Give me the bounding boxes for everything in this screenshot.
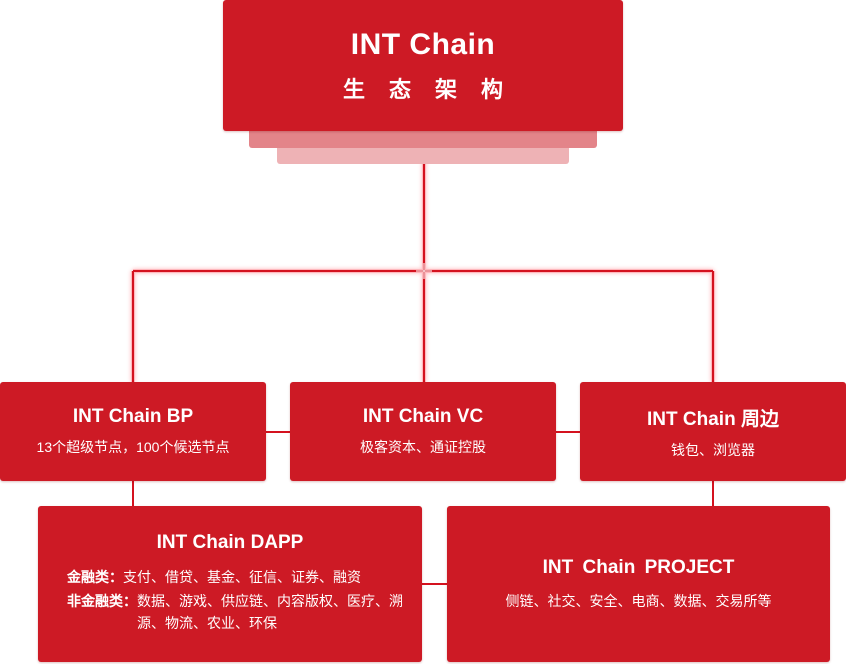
root-subtitle: 生态架构	[319, 72, 527, 104]
periphery-title: INT Chain 周边	[647, 404, 779, 431]
project-title: INT Chain PROJECT	[543, 557, 735, 579]
project-description: 侧链、社交、安全、电商、数据、交易所等	[506, 591, 772, 611]
dapp-row-value: 支付、借贷、基金、征信、证券、融资	[123, 566, 361, 588]
junction-sparkle	[416, 263, 432, 279]
project-node: INT Chain PROJECT 侧链、社交、安全、电商、数据、交易所等	[447, 506, 830, 662]
periphery-node: INT Chain 周边 钱包、浏览器	[580, 382, 846, 481]
periphery-description: 钱包、浏览器	[671, 440, 755, 460]
dapp-row-nonfinance: 非金融类： 数据、游戏、供应链、内容版权、医疗、溯源、物流、农业、环保	[67, 590, 407, 634]
dapp-row-value: 数据、游戏、供应链、内容版权、医疗、溯源、物流、农业、环保	[137, 590, 407, 634]
vc-node: INT Chain VC 极客资本、通证控股	[290, 382, 556, 481]
dapp-categories: 金融类： 支付、借贷、基金、征信、证券、融资 非金融类： 数据、游戏、供应链、内…	[67, 566, 407, 636]
dapp-row-finance: 金融类： 支付、借贷、基金、征信、证券、融资	[67, 566, 407, 588]
dapp-row-label: 非金融类：	[67, 590, 137, 634]
dapp-title: INT Chain DAPP	[157, 532, 304, 554]
bp-description: 13个超级节点，100个候选节点	[37, 437, 230, 457]
root-title: INT Chain	[351, 28, 496, 62]
bp-title: INT Chain BP	[73, 406, 193, 428]
vc-title: INT Chain VC	[363, 406, 483, 428]
root-node: INT Chain 生态架构	[223, 0, 623, 131]
dapp-node: INT Chain DAPP 金融类： 支付、借贷、基金、征信、证券、融资 非金…	[38, 506, 422, 662]
vc-description: 极客资本、通证控股	[360, 437, 486, 457]
bp-node: INT Chain BP 13个超级节点，100个候选节点	[0, 382, 266, 481]
dapp-row-label: 金融类：	[67, 566, 123, 588]
